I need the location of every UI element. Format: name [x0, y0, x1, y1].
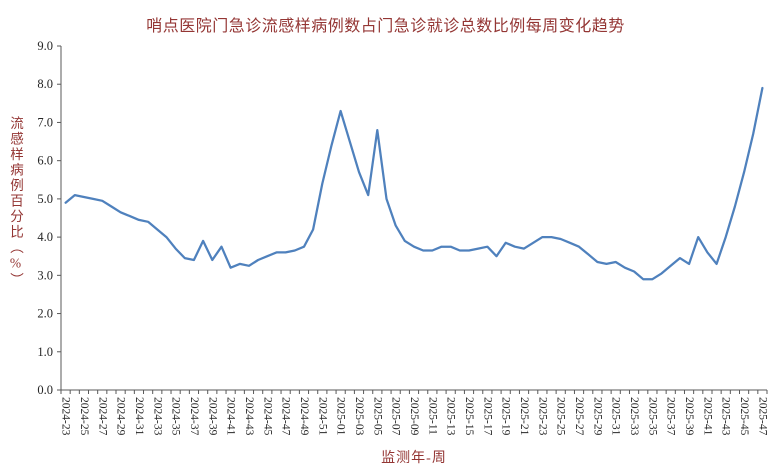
x-tick-label: 2025-21 [518, 397, 530, 436]
y-tick-label: 9.0 [37, 39, 53, 53]
x-tick-label: 2025-19 [500, 397, 512, 436]
x-tick-label: 2024-47 [280, 397, 292, 436]
x-tick-label: 2024-23 [60, 397, 72, 436]
x-tick-label: 2025-05 [371, 397, 383, 436]
x-tick-label: 2025-45 [738, 397, 750, 436]
ili-percentage-trend-line [64, 86, 764, 281]
y-tick-label: 6.0 [37, 154, 53, 168]
x-tick-label: 2025-43 [720, 397, 732, 436]
x-tick-label: 2024-29 [115, 397, 127, 436]
x-tick-label: 2024-45 [261, 397, 273, 436]
y-tick-label: 4.0 [37, 230, 53, 244]
y-tick-label: 0.0 [37, 383, 53, 397]
x-tick-label: 2025-37 [665, 397, 677, 436]
x-tick-label: 2024-37 [188, 397, 200, 436]
x-tick-label: 2024-33 [151, 397, 163, 436]
x-tick-label: 2025-03 [353, 397, 365, 436]
chart-title: 哨点医院门急诊流感样病例数占门急诊就诊总数比例每周变化趋势 [146, 18, 625, 35]
y-axis-title: 流感样病例百分比（%） [8, 116, 23, 288]
x-tick-label: 2025-13 [445, 397, 457, 436]
y-tick-label: 5.0 [37, 192, 53, 206]
x-tick-label: 2024-49 [298, 397, 310, 436]
x-tick-label: 2024-27 [96, 397, 108, 436]
x-tick-label: 2024-39 [206, 397, 218, 436]
x-tick-label: 2025-35 [646, 397, 658, 436]
x-tick-label: 2025-39 [683, 397, 695, 436]
x-tick-label: 2024-43 [243, 397, 255, 436]
x-tick-label: 2025-33 [628, 397, 640, 436]
x-tick-label: 2025-15 [463, 397, 475, 436]
x-tick-label: 2025-27 [573, 397, 585, 436]
x-tick-label: 2025-17 [481, 397, 493, 436]
x-tick-label: 2024-35 [170, 397, 182, 436]
x-tick-label: 2024-51 [316, 397, 328, 436]
y-tick-label: 2.0 [37, 307, 53, 321]
x-tick-label: 2025-07 [390, 397, 402, 436]
x-tick-label: 2025-31 [610, 397, 622, 436]
x-tick-label: 2025-25 [555, 397, 567, 436]
x-tick-label: 2024-41 [225, 397, 237, 436]
y-tick-label: 7.0 [37, 115, 53, 129]
y-tick-label: 3.0 [37, 268, 53, 282]
y-tick-label: 8.0 [37, 77, 53, 91]
x-tick-label: 2025-29 [591, 397, 603, 436]
x-axis-title: 监测年-周 [381, 451, 447, 466]
x-tick-label: 2025-11 [426, 397, 438, 435]
y-tick-label: 1.0 [37, 345, 53, 359]
x-tick-label: 2025-41 [701, 397, 713, 436]
x-tick-label: 2024-25 [78, 397, 90, 436]
x-tick-label: 2025-23 [536, 397, 548, 436]
x-tick-label: 2025-01 [335, 397, 347, 436]
x-tick-label: 2024-31 [133, 397, 145, 436]
x-tick-label: 2025-09 [408, 397, 420, 436]
x-tick-label: 2025-47 [756, 397, 768, 436]
